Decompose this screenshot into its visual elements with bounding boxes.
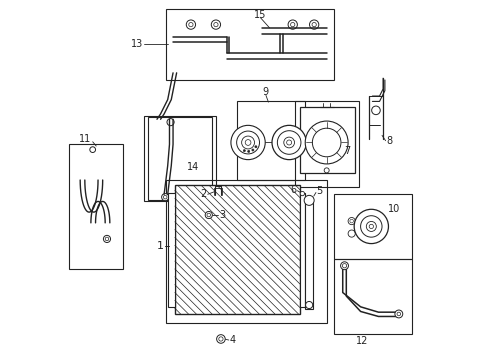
Circle shape xyxy=(305,121,347,164)
Circle shape xyxy=(251,149,253,151)
Circle shape xyxy=(324,168,328,173)
Circle shape xyxy=(290,22,294,27)
Text: 4: 4 xyxy=(229,335,236,345)
Circle shape xyxy=(247,150,249,153)
Text: 7: 7 xyxy=(344,147,350,157)
Text: 2: 2 xyxy=(200,189,206,199)
Circle shape xyxy=(230,125,264,159)
Bar xyxy=(175,185,299,314)
Circle shape xyxy=(271,125,305,159)
Circle shape xyxy=(360,216,381,237)
Circle shape xyxy=(305,301,312,309)
Circle shape xyxy=(349,219,353,223)
Text: 1: 1 xyxy=(157,241,163,251)
Bar xyxy=(144,116,216,202)
Circle shape xyxy=(205,211,212,219)
Circle shape xyxy=(309,20,318,29)
Bar xyxy=(333,258,411,334)
Bar xyxy=(237,102,305,180)
Circle shape xyxy=(186,20,195,29)
Circle shape xyxy=(347,217,354,225)
Circle shape xyxy=(394,310,402,318)
Circle shape xyxy=(368,224,373,229)
Circle shape xyxy=(304,195,313,205)
Bar xyxy=(299,107,354,173)
Text: 3: 3 xyxy=(219,210,224,220)
Text: 9: 9 xyxy=(263,87,268,98)
Circle shape xyxy=(347,230,354,237)
Circle shape xyxy=(277,131,300,154)
Circle shape xyxy=(216,335,225,343)
Circle shape xyxy=(236,131,259,154)
Circle shape xyxy=(218,337,223,341)
Circle shape xyxy=(241,136,254,149)
Circle shape xyxy=(188,22,193,27)
Circle shape xyxy=(283,137,294,148)
Circle shape xyxy=(340,262,348,270)
Bar xyxy=(294,102,358,187)
Text: 11: 11 xyxy=(79,134,91,144)
Circle shape xyxy=(254,146,257,148)
Bar xyxy=(305,202,312,309)
Text: 5: 5 xyxy=(316,186,322,197)
Bar xyxy=(168,193,175,307)
Circle shape xyxy=(300,192,304,196)
Bar xyxy=(69,144,123,269)
Text: 13: 13 xyxy=(131,39,143,49)
Bar xyxy=(165,180,326,323)
Circle shape xyxy=(105,237,108,241)
Text: 12: 12 xyxy=(355,336,368,346)
Text: 15: 15 xyxy=(254,10,266,20)
Circle shape xyxy=(353,209,387,244)
Circle shape xyxy=(206,213,210,217)
Circle shape xyxy=(213,22,218,27)
Circle shape xyxy=(103,235,110,243)
Circle shape xyxy=(312,128,340,157)
Circle shape xyxy=(162,194,168,201)
Bar xyxy=(299,193,305,307)
Circle shape xyxy=(396,312,400,316)
Circle shape xyxy=(166,118,174,126)
Circle shape xyxy=(244,140,250,145)
Circle shape xyxy=(286,140,291,145)
Circle shape xyxy=(366,221,376,231)
Circle shape xyxy=(243,149,245,152)
Text: 10: 10 xyxy=(387,203,400,213)
Circle shape xyxy=(211,20,220,29)
Text: 6: 6 xyxy=(290,185,296,195)
Bar xyxy=(333,194,411,258)
Circle shape xyxy=(371,106,380,114)
Bar xyxy=(165,9,333,80)
Text: 14: 14 xyxy=(186,162,199,172)
Circle shape xyxy=(90,147,95,153)
Circle shape xyxy=(342,264,346,268)
Text: 8: 8 xyxy=(386,136,391,146)
Circle shape xyxy=(287,20,297,29)
Circle shape xyxy=(311,22,316,27)
Circle shape xyxy=(163,195,166,199)
